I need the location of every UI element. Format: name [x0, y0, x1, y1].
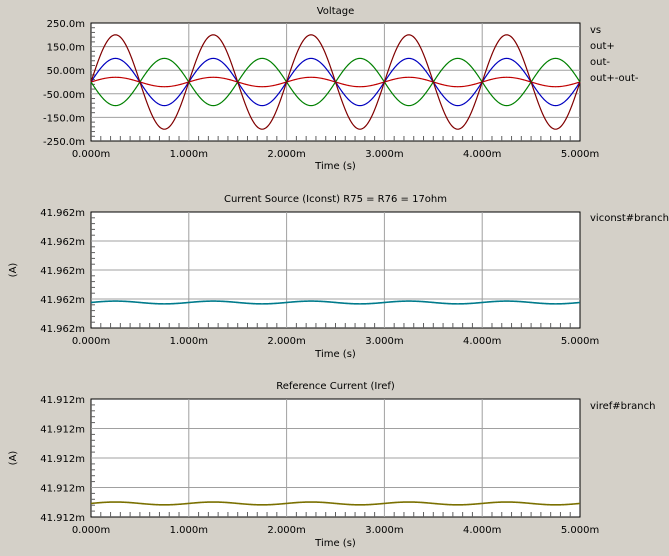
y-tick-label: 41.912m — [40, 484, 85, 495]
legend-entry: out+-out- — [590, 73, 639, 84]
legend-entry: viconst#branch — [590, 213, 669, 224]
x-axis-label: Time (s) — [314, 161, 356, 172]
y-tick-label: 41.962m — [40, 237, 85, 248]
y-tick-label: 41.912m — [40, 454, 85, 465]
x-tick-label: 1.000m — [170, 525, 208, 536]
x-tick-label: 3.000m — [365, 336, 403, 347]
series-line — [90, 501, 581, 506]
y-tick-label: -250.0m — [43, 137, 85, 148]
x-tick-label: 3.000m — [365, 525, 403, 536]
y-axis-label: (A) — [8, 263, 19, 278]
chart-title: Reference Current (Iref) — [276, 381, 395, 392]
x-tick-label: 4.000m — [463, 149, 501, 160]
y-tick-label: 41.962m — [40, 295, 85, 306]
series-line — [90, 34, 581, 130]
y-tick-label: -50.00m — [43, 90, 85, 101]
x-tick-label: 2.000m — [267, 525, 305, 536]
x-tick-label: 0.000m — [72, 525, 110, 536]
chart-panel-2: Current Source (Iconst) R75 = R76 = 17oh… — [8, 194, 669, 360]
y-tick-label: 41.962m — [40, 324, 85, 335]
y-tick-label: 150.0m — [47, 43, 85, 54]
x-tick-label: 5.000m — [561, 336, 599, 347]
chart-panel-1: Voltage 0.000m 1.000m 2.000m 3.000m 4.000m 5.0… — [43, 6, 639, 172]
y-tick-label: 41.912m — [40, 425, 85, 436]
x-tick-label: 2.000m — [267, 149, 305, 160]
x-tick-label: 4.000m — [463, 525, 501, 536]
y-tick-label: 41.962m — [40, 208, 85, 219]
y-tick-label: 250.0m — [47, 19, 85, 30]
x-axis-label: Time (s) — [314, 349, 356, 360]
legend-entry: out- — [590, 57, 610, 68]
y-tick-label: 41.962m — [40, 266, 85, 277]
legend-entry: out+ — [590, 41, 615, 52]
chart-title: Current Source (Iconst) R75 = R76 = 17oh… — [224, 194, 447, 205]
y-tick-label: -150.0m — [43, 113, 85, 124]
legend-entry: vs — [590, 25, 601, 36]
x-tick-label: 4.000m — [463, 336, 501, 347]
x-tick-label: 1.000m — [170, 336, 208, 347]
x-tick-label: 0.000m — [72, 336, 110, 347]
x-tick-label: 0.000m — [72, 149, 110, 160]
x-tick-label: 1.000m — [170, 149, 208, 160]
chart-panel-3: Reference Current (Iref) 0.000m 1.000m 2.00… — [8, 381, 655, 549]
x-tick-label: 5.000m — [561, 525, 599, 536]
y-tick-label: 41.912m — [40, 395, 85, 406]
y-tick-label: 41.912m — [40, 513, 85, 524]
legend-entry: viref#branch — [590, 401, 655, 412]
chart-title: Voltage — [317, 6, 355, 17]
x-tick-label: 3.000m — [365, 149, 403, 160]
series-line — [90, 300, 581, 305]
x-axis-label: Time (s) — [314, 538, 356, 549]
y-tick-label: 50.00m — [47, 66, 85, 77]
x-tick-label: 2.000m — [267, 336, 305, 347]
x-tick-label: 5.000m — [561, 149, 599, 160]
y-axis-label: (A) — [8, 451, 19, 466]
